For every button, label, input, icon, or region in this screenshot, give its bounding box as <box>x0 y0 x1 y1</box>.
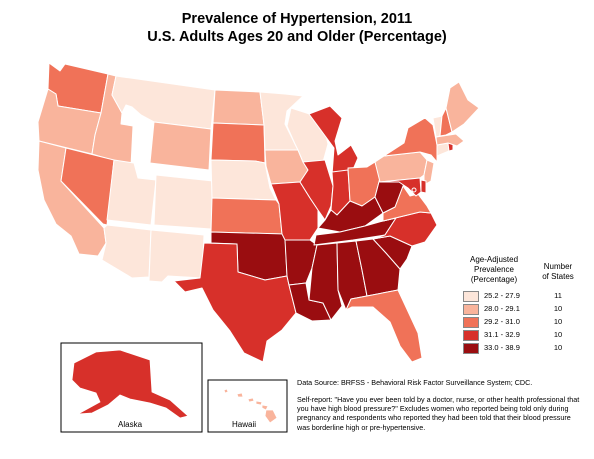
legend-range-3: 29.2 - 31.0 <box>484 317 520 326</box>
legend-swatch-3 <box>463 317 479 328</box>
legend-heading-3: (Percentage) <box>470 275 518 284</box>
state-ak <box>71 349 189 419</box>
legend-range-4: 31.1 - 32.9 <box>484 330 520 339</box>
map-title: Prevalence of Hypertension, 2011 U.S. Ad… <box>0 10 594 46</box>
state-mi <box>308 105 359 176</box>
state-de <box>420 179 427 194</box>
legend-count-heading: Number of States <box>532 262 584 282</box>
legend-count-2: 10 <box>553 304 563 313</box>
state-ar <box>284 239 318 286</box>
state-nh <box>439 107 453 137</box>
survey-note: Self-report: "Have you ever been told by… <box>297 395 580 432</box>
state-me <box>445 81 480 133</box>
state-co <box>153 174 214 230</box>
state-nv <box>60 147 115 226</box>
legend-count-4: 10 <box>553 330 563 339</box>
state-hi-islands <box>223 388 278 424</box>
state-md <box>379 177 422 197</box>
legend-count-heading-2: of States <box>542 272 574 281</box>
state-ny <box>383 117 438 163</box>
legend-count-1: 11 <box>554 291 562 300</box>
state-dc <box>411 187 417 193</box>
state-il <box>299 159 334 221</box>
legend-heading-2: Prevalence <box>473 265 515 274</box>
legend-heading-1: Age-Adjusted <box>469 255 519 264</box>
legend-swatch-1 <box>463 291 479 302</box>
legend-count-5: 10 <box>553 343 563 352</box>
legend-swatch-4 <box>463 330 479 341</box>
state-sd <box>210 122 266 164</box>
state-mt <box>111 75 216 130</box>
legend-count-heading-1: Number <box>543 262 573 271</box>
title-line-1: Prevalence of Hypertension, 2011 <box>181 11 413 27</box>
state-nm <box>148 229 205 283</box>
alaska-inset-box <box>60 342 203 433</box>
state-tx <box>173 242 297 363</box>
state-nj <box>423 159 435 186</box>
legend-swatch-5 <box>463 343 479 354</box>
state-fl <box>345 289 423 363</box>
state-nd <box>212 89 265 126</box>
state-ma <box>435 133 465 147</box>
state-ut <box>106 159 157 226</box>
legend-heading: Age-Adjusted Prevalence (Percentage) <box>463 255 525 285</box>
legend-count-3: 10 <box>553 317 563 326</box>
hawaii-label: Hawaii <box>232 420 257 429</box>
data-source: Data Source: BRFSS - Behavioral Risk Fac… <box>297 378 533 387</box>
title-line-2: U.S. Adults Ages 20 and Older (Percentag… <box>147 29 447 45</box>
legend-range-5: 33.0 - 38.9 <box>484 343 520 352</box>
hawaii-inset-box <box>207 379 288 433</box>
state-pa <box>374 151 428 183</box>
state-ks <box>210 197 283 235</box>
state-az <box>101 224 152 279</box>
legend-range-1: 25.2 - 27.9 <box>484 291 520 300</box>
state-wy <box>149 121 212 171</box>
state-mn <box>259 91 304 151</box>
legend-range-2: 28.0 - 29.1 <box>484 304 520 313</box>
legend-swatch-2 <box>463 304 479 315</box>
alaska-label: Alaska <box>118 420 143 429</box>
